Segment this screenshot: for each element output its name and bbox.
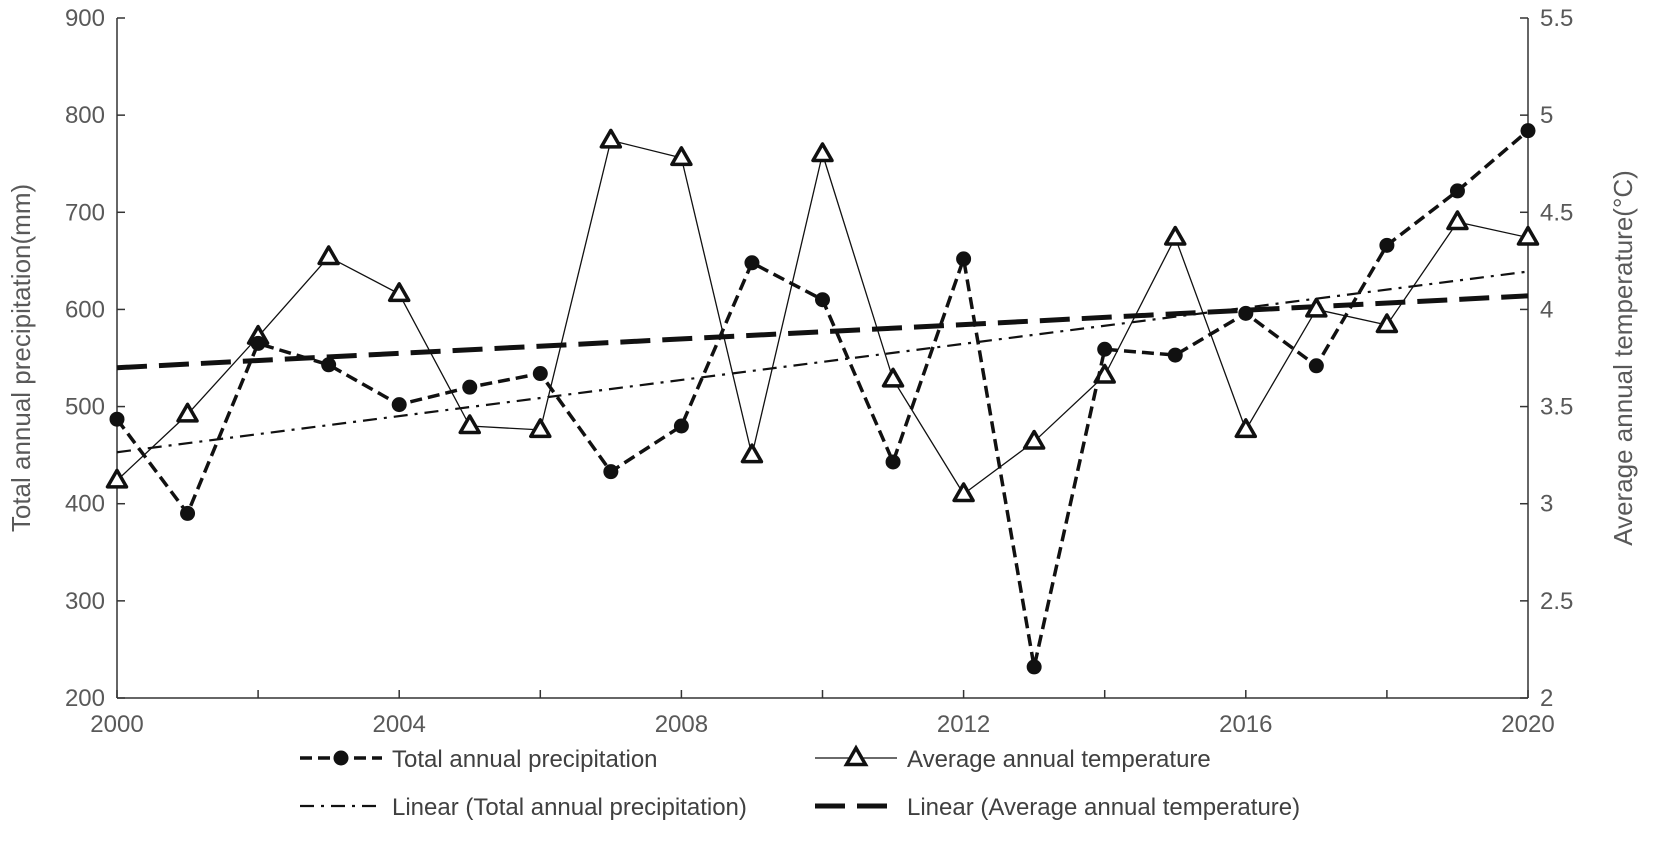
temperature-point [105,468,129,489]
y2-tick-label: 2.5 [1540,588,1573,615]
temperature-point [1164,225,1187,246]
y2-tick-label: 4.5 [1540,199,1573,226]
temperature-point [1234,418,1258,439]
y2-tick-label: 4 [1540,296,1553,323]
y-tick-label: 500 [65,394,105,421]
y-tick-label: 700 [65,199,105,226]
temperature-point [740,443,764,464]
temperature-point [881,367,905,388]
y-tick-label: 600 [65,296,105,323]
legend-label-2: Linear (Total annual precipitation) [392,794,747,821]
axes: 200 300 400 500 600 700 800 900 2 2.5 3 3.5 4 4.5 5 5.5… [6,5,1638,738]
precipitation-point [1308,358,1324,374]
precipitation-point [1520,123,1536,139]
precipitation-point [250,335,266,351]
y-tick-label: 200 [65,685,105,712]
y-tick-label: 400 [65,491,105,518]
temperature-point [811,142,834,163]
series-line-0 [115,129,1530,669]
y-axis-title: Total annual precipitation(mm) [6,184,36,532]
temperature-point [1516,225,1540,246]
precipitation-point [1449,183,1465,199]
precipitation-point [1167,347,1183,363]
legend-label-3: Linear (Average annual temperature) [907,794,1300,821]
precipitation-point [603,464,619,480]
precipitation-point [109,411,125,427]
y-tick-label: 800 [65,102,105,129]
legend-label-0: Total annual precipitation [392,746,658,773]
temperature-point [458,414,481,435]
series [105,123,1540,675]
precipitation-point [673,418,689,434]
series-line-3 [116,293,1529,371]
precipitation-point [885,454,901,470]
legend-marker-triangle [843,744,869,767]
x-tick-label: 2012 [937,711,990,738]
y2-tick-label: 3.5 [1540,394,1573,421]
y2-tick-label: 5.5 [1540,5,1573,32]
y-tick-label: 300 [65,588,105,615]
x-tick-label: 2000 [90,711,143,738]
precipitation-point [180,505,196,521]
legend-label-1: Average annual temperature [907,746,1211,773]
precipitation-point [1026,659,1042,675]
x-tick-label: 2004 [373,711,426,738]
precipitation-point [462,379,478,395]
precipitation-point [1238,305,1254,321]
temperature-point [1375,313,1399,334]
x-tick-label: 2020 [1501,711,1554,738]
precipitation-point [815,292,830,308]
precipitation-point [956,251,972,267]
legend-marker-circle [333,750,349,766]
precipitation-point [391,397,407,413]
series-line-2 [116,270,1529,454]
y2-axis-title: Average annual temperature(°C) [1608,170,1638,546]
y2-tick-label: 3 [1540,491,1553,518]
temperature-point [529,418,552,439]
precipitation-point [1379,237,1395,253]
temperature-point [670,146,693,167]
y2-tick-label: 5 [1540,102,1553,129]
temperature-point [317,245,340,266]
temperature-point [952,482,975,503]
temperature-point [1022,429,1046,450]
precipitation-point [744,255,760,271]
y2-tick-label: 2 [1540,685,1553,712]
legend: Total annual precipitation Average annual… [300,744,1300,821]
precipitation-point [1097,341,1113,357]
temperature-point [387,282,411,303]
x-tick-label: 2016 [1219,711,1272,738]
x-tick-label: 2008 [655,711,708,738]
temperature-point [1446,210,1469,231]
precipitation-point [532,366,548,382]
y-tick-label: 900 [65,5,105,32]
temperature-point [176,402,199,423]
temperature-point [599,128,623,149]
precipitation-point [321,357,337,373]
temperature-point [1305,297,1328,318]
